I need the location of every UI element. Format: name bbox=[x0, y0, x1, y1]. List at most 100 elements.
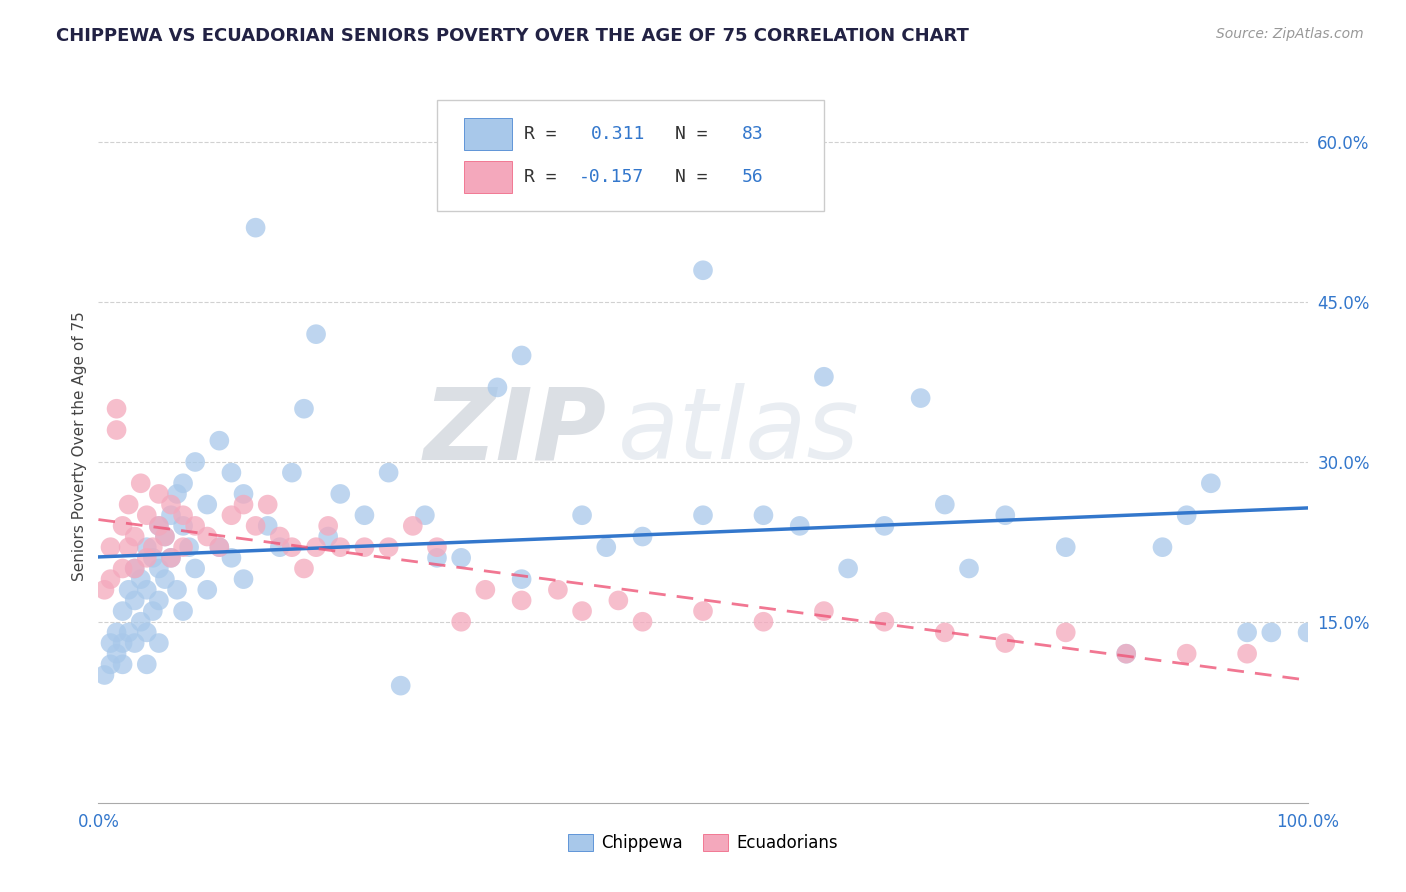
Point bbox=[547, 582, 569, 597]
Y-axis label: Seniors Poverty Over the Age of 75: Seniors Poverty Over the Age of 75 bbox=[72, 311, 87, 581]
Text: CHIPPEWA VS ECUADORIAN SENIORS POVERTY OVER THE AGE OF 75 CORRELATION CHART: CHIPPEWA VS ECUADORIAN SENIORS POVERTY O… bbox=[56, 27, 969, 45]
Point bbox=[160, 550, 183, 565]
Point bbox=[316, 519, 339, 533]
Point bbox=[142, 604, 165, 618]
Point bbox=[129, 476, 152, 491]
Point bbox=[184, 519, 207, 533]
Point bbox=[135, 550, 157, 565]
Point bbox=[208, 540, 231, 554]
Point bbox=[118, 540, 141, 554]
FancyBboxPatch shape bbox=[464, 161, 512, 193]
Point bbox=[292, 401, 315, 416]
Point bbox=[873, 615, 896, 629]
Text: R =: R = bbox=[524, 168, 568, 186]
Text: Source: ZipAtlas.com: Source: ZipAtlas.com bbox=[1216, 27, 1364, 41]
Point bbox=[232, 572, 254, 586]
Point bbox=[1236, 647, 1258, 661]
Point bbox=[172, 540, 194, 554]
Point bbox=[93, 668, 115, 682]
Point bbox=[934, 498, 956, 512]
Point bbox=[1236, 625, 1258, 640]
Point bbox=[305, 327, 328, 342]
Point bbox=[994, 636, 1017, 650]
Point bbox=[124, 561, 146, 575]
Point bbox=[316, 529, 339, 543]
Point bbox=[172, 604, 194, 618]
Text: N =: N = bbox=[675, 168, 718, 186]
Point bbox=[135, 582, 157, 597]
Text: -0.157: -0.157 bbox=[578, 168, 644, 186]
Point bbox=[93, 582, 115, 597]
Point bbox=[595, 540, 617, 554]
Point bbox=[124, 593, 146, 607]
Point bbox=[752, 615, 775, 629]
Point bbox=[910, 391, 932, 405]
Point bbox=[166, 582, 188, 597]
Point bbox=[172, 519, 194, 533]
Point bbox=[160, 550, 183, 565]
Point bbox=[256, 519, 278, 533]
Point bbox=[873, 519, 896, 533]
Point bbox=[245, 519, 267, 533]
Point bbox=[232, 487, 254, 501]
Point bbox=[353, 540, 375, 554]
Point bbox=[510, 572, 533, 586]
Point bbox=[142, 550, 165, 565]
Point bbox=[232, 498, 254, 512]
Point bbox=[100, 572, 122, 586]
Point bbox=[135, 508, 157, 523]
Point bbox=[305, 540, 328, 554]
Point bbox=[256, 498, 278, 512]
Point bbox=[281, 466, 304, 480]
Point bbox=[105, 625, 128, 640]
Point bbox=[692, 604, 714, 618]
Point bbox=[148, 519, 170, 533]
Point bbox=[153, 529, 176, 543]
Point bbox=[1152, 540, 1174, 554]
Point bbox=[1175, 647, 1198, 661]
Point bbox=[692, 508, 714, 523]
Text: ZIP: ZIP bbox=[423, 384, 606, 480]
Point bbox=[789, 519, 811, 533]
Point bbox=[195, 498, 218, 512]
Point bbox=[957, 561, 980, 575]
Point bbox=[105, 647, 128, 661]
Point bbox=[153, 572, 176, 586]
Point bbox=[105, 423, 128, 437]
Text: 83: 83 bbox=[742, 125, 763, 143]
Point bbox=[1199, 476, 1222, 491]
Text: 56: 56 bbox=[742, 168, 763, 186]
Point bbox=[118, 625, 141, 640]
Point bbox=[474, 582, 496, 597]
Point bbox=[934, 625, 956, 640]
Point bbox=[148, 593, 170, 607]
Point bbox=[124, 561, 146, 575]
Point bbox=[111, 657, 134, 672]
Point bbox=[329, 487, 352, 501]
Text: R =: R = bbox=[524, 125, 568, 143]
Point bbox=[1115, 647, 1137, 661]
Point bbox=[1054, 625, 1077, 640]
Point bbox=[195, 582, 218, 597]
Point bbox=[118, 498, 141, 512]
Point bbox=[148, 519, 170, 533]
Point bbox=[135, 540, 157, 554]
Point bbox=[153, 529, 176, 543]
Point bbox=[129, 615, 152, 629]
Point bbox=[752, 508, 775, 523]
Point bbox=[245, 220, 267, 235]
Point bbox=[208, 434, 231, 448]
Point bbox=[172, 508, 194, 523]
Point bbox=[571, 508, 593, 523]
Point bbox=[631, 529, 654, 543]
Point bbox=[1296, 625, 1319, 640]
Point bbox=[1054, 540, 1077, 554]
Point bbox=[166, 487, 188, 501]
Point bbox=[426, 550, 449, 565]
Point bbox=[450, 550, 472, 565]
Point bbox=[172, 476, 194, 491]
Point bbox=[221, 550, 243, 565]
Point bbox=[184, 561, 207, 575]
Point bbox=[160, 498, 183, 512]
Point bbox=[1260, 625, 1282, 640]
